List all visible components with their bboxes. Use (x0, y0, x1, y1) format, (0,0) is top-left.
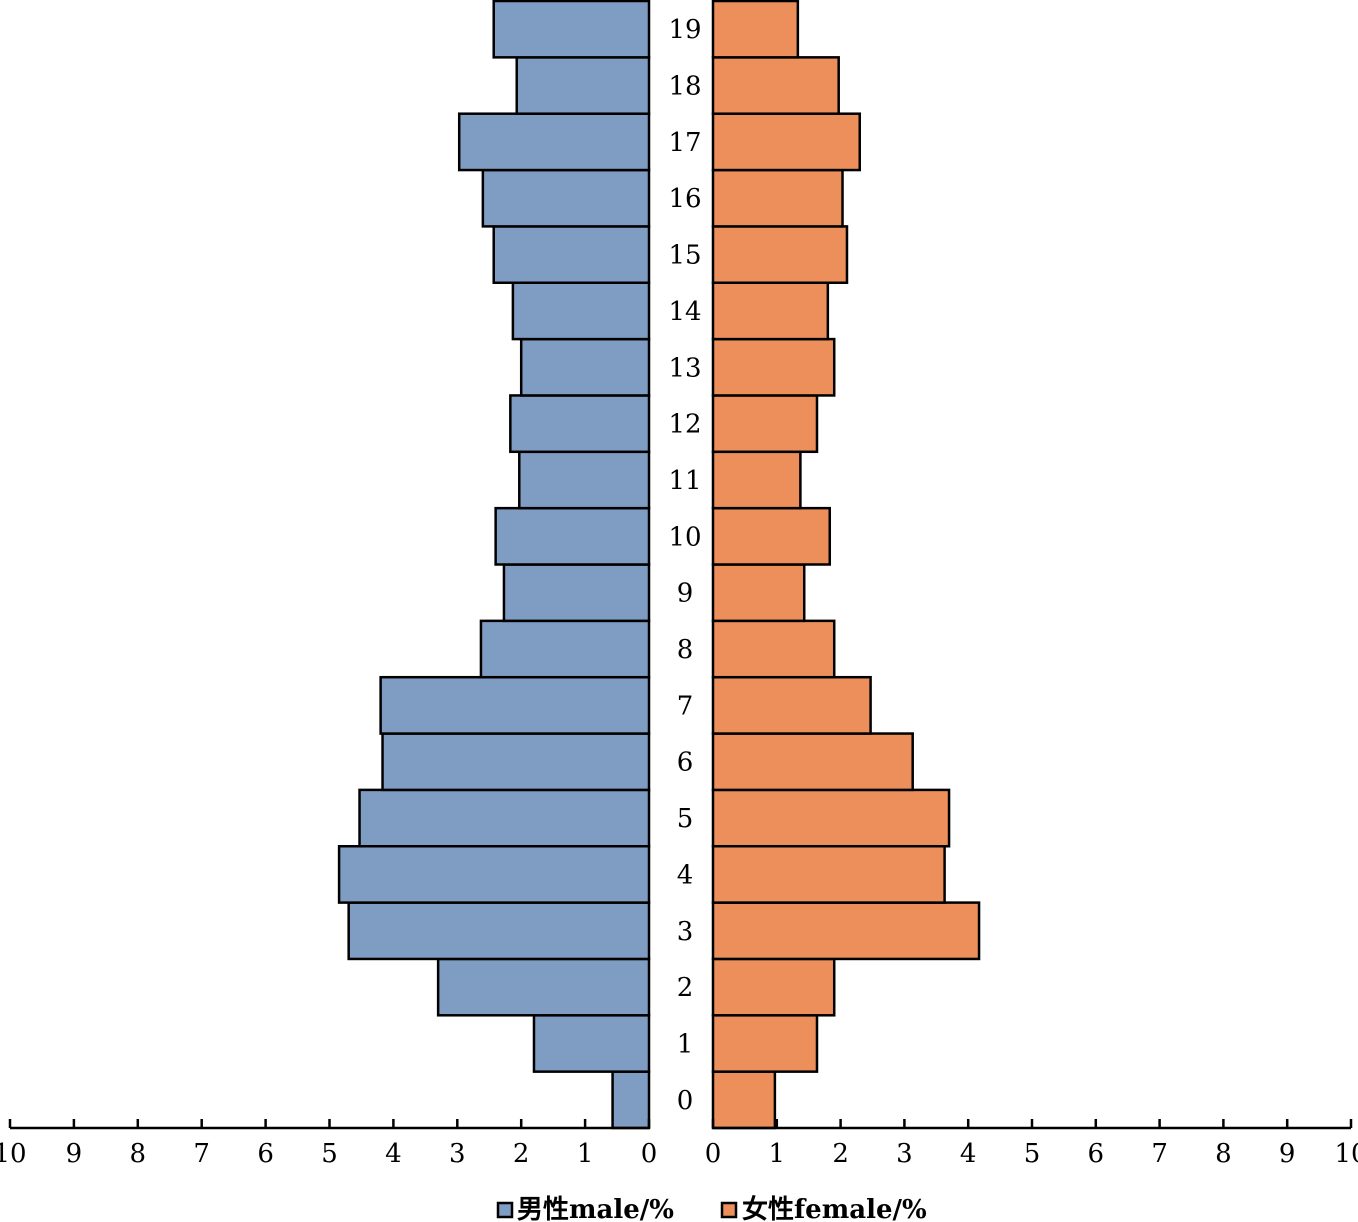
legend-label-male: 男性male/% (517, 1195, 674, 1222)
male-bar-6 (381, 732, 651, 792)
age-label-18: 18 (668, 72, 701, 102)
x-tick-label-female-10: 10 (1334, 1139, 1358, 1169)
female-bar-13 (711, 337, 836, 397)
age-label-6: 6 (677, 748, 694, 778)
female-bar-12 (711, 394, 819, 454)
x-tick-label-female-6: 6 (1088, 1139, 1105, 1169)
age-label-3: 3 (677, 917, 694, 947)
x-tick-label-female-2: 2 (832, 1139, 849, 1169)
legend: 男性male/% 女性female/% (496, 1194, 927, 1222)
female-bar-8 (711, 619, 836, 679)
age-label-17: 17 (668, 128, 701, 158)
female-bar-18 (711, 56, 840, 115)
legend-swatch-female (720, 1201, 738, 1219)
male-bar-9 (502, 563, 651, 623)
age-label-19: 19 (668, 15, 701, 45)
female-bar-7 (711, 675, 872, 735)
age-label-0: 0 (677, 1086, 694, 1116)
male-bar-16 (481, 168, 651, 228)
female-bar-3 (711, 901, 981, 961)
male-bar-19 (492, 0, 651, 59)
male-bar-18 (515, 56, 651, 115)
x-axis-female: 0 1 2 3 4 5 6 7 8 9 10 (705, 1119, 1358, 1169)
male-bar-14 (511, 281, 651, 341)
male-bar-1 (532, 1014, 651, 1073)
x-tick-label-male-3: 3 (449, 1139, 466, 1169)
female-bar-5 (711, 788, 951, 848)
x-tick-label-female-4: 4 (960, 1139, 977, 1169)
male-bar-17 (457, 112, 651, 172)
x-tick-label-male-4: 4 (385, 1139, 402, 1169)
x-axis-male: 10 9 8 7 6 5 4 3 2 1 0 (0, 1119, 657, 1169)
x-tick-label-female-9: 9 (1279, 1139, 1296, 1169)
x-tick-label-female-8: 8 (1215, 1139, 1232, 1169)
female-bar-17 (711, 112, 861, 172)
male-bars (337, 0, 651, 1130)
male-bar-7 (379, 675, 651, 735)
legend-swatch-male (496, 1201, 514, 1219)
age-label-9: 9 (677, 579, 694, 609)
male-bar-10 (494, 506, 651, 566)
female-bar-0 (711, 1070, 777, 1130)
female-bars (711, 0, 981, 1130)
male-bar-15 (492, 225, 651, 284)
female-bar-2 (711, 957, 836, 1017)
age-label-15: 15 (668, 241, 701, 271)
age-label-12: 12 (668, 410, 701, 440)
female-bar-11 (711, 450, 802, 510)
x-tick-label-female-7: 7 (1151, 1139, 1168, 1169)
age-label-11: 11 (668, 466, 701, 496)
male-bar-0 (611, 1070, 651, 1130)
x-tick-label-male-7: 7 (193, 1139, 210, 1169)
female-bar-6 (711, 732, 914, 792)
x-tick-label-male-9: 9 (66, 1139, 83, 1169)
female-bar-4 (711, 845, 946, 904)
female-bar-15 (711, 225, 849, 284)
legend-label-female: 女性female/% (742, 1194, 927, 1222)
male-bar-4 (337, 845, 651, 904)
male-bar-5 (358, 788, 651, 848)
male-bar-11 (518, 450, 651, 510)
age-label-7: 7 (677, 691, 694, 721)
x-tick-label-male-2: 2 (513, 1139, 530, 1169)
x-tick-label-male-5: 5 (321, 1139, 338, 1169)
age-label-1: 1 (677, 1029, 694, 1059)
male-bar-13 (519, 337, 651, 397)
x-tick-label-female-1: 1 (769, 1139, 786, 1169)
age-label-14: 14 (668, 297, 701, 327)
x-tick-label-female-5: 5 (1024, 1139, 1041, 1169)
male-bar-12 (509, 394, 651, 454)
female-bar-14 (711, 281, 830, 341)
male-bar-2 (436, 957, 651, 1017)
x-tick-label-male-8: 8 (130, 1139, 147, 1169)
male-bar-8 (479, 619, 651, 679)
x-tick-label-male-6: 6 (257, 1139, 274, 1169)
age-label-4: 4 (677, 860, 694, 890)
female-bar-1 (711, 1014, 819, 1073)
age-label-10: 10 (668, 522, 701, 552)
age-label-2: 2 (677, 973, 694, 1003)
female-bar-19 (711, 0, 800, 59)
female-bar-10 (711, 506, 832, 566)
age-label-5: 5 (677, 804, 694, 834)
x-tick-label-male-1: 1 (577, 1139, 594, 1169)
female-bar-9 (711, 563, 806, 623)
age-label-8: 8 (677, 635, 694, 665)
x-tick-label-female-0: 0 (705, 1139, 722, 1169)
male-bar-3 (347, 901, 651, 961)
x-tick-label-male-10: 10 (0, 1139, 27, 1169)
x-tick-label-female-3: 3 (896, 1139, 913, 1169)
x-tick-label-male-0: 0 (641, 1139, 658, 1169)
age-label-16: 16 (668, 184, 701, 214)
age-label-13: 13 (668, 353, 701, 383)
female-bar-16 (711, 168, 844, 228)
